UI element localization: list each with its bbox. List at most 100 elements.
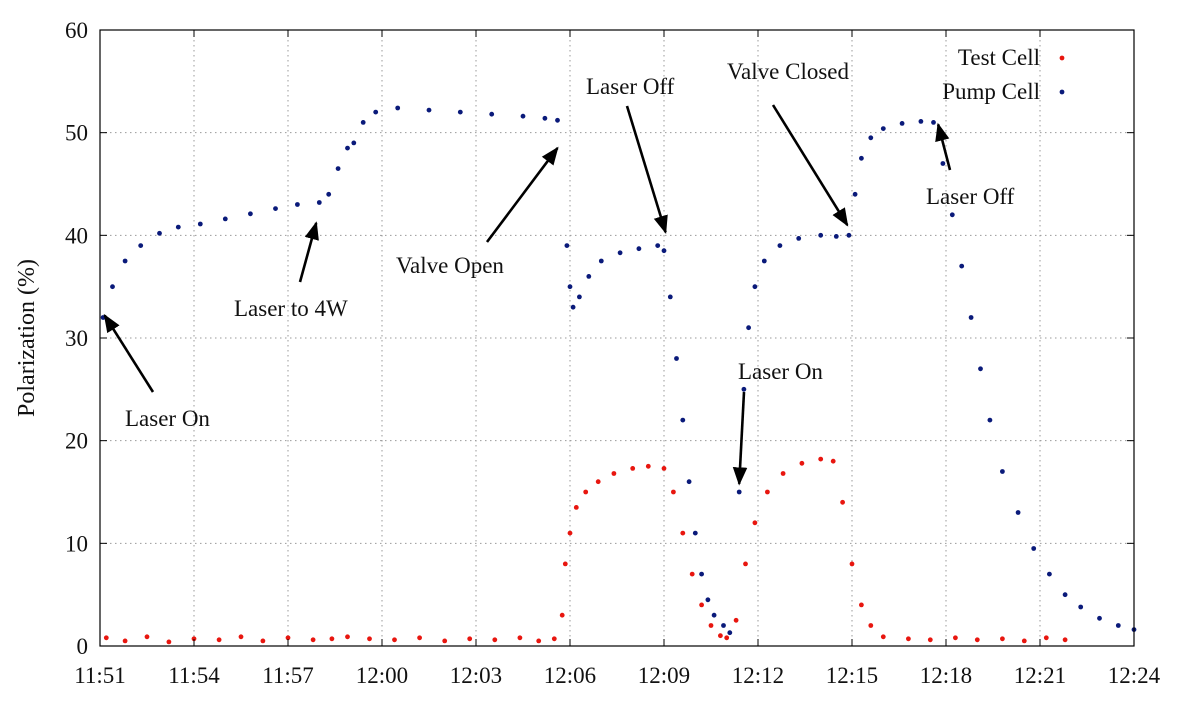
data-point: [655, 243, 661, 249]
data-point: [1078, 604, 1084, 610]
data-point: [880, 634, 886, 640]
data-point: [746, 325, 751, 331]
data-point: [175, 224, 181, 230]
data-point: [671, 489, 676, 495]
data-point: [661, 248, 667, 254]
y-tick-label: 10: [65, 531, 88, 556]
data-point: [611, 471, 617, 476]
data-point: [395, 105, 401, 111]
annotations: Laser On Laser to 4W Valve Open Laser Off La…: [103, 59, 1015, 486]
data-point: [489, 111, 495, 117]
x-tick-label: 12:03: [450, 663, 502, 688]
x-tick-label: 12:00: [356, 663, 408, 688]
data-point: [761, 258, 767, 264]
data-point: [818, 232, 824, 238]
data-point: [818, 456, 824, 462]
data-point: [316, 200, 322, 205]
data-point: [752, 520, 758, 526]
data-point: [689, 571, 695, 577]
annotation-label: Laser Off: [926, 184, 1015, 209]
data-point: [1015, 510, 1021, 515]
y-tick-label: 40: [65, 223, 88, 248]
data-point: [661, 466, 667, 471]
x-tick-label: 12:24: [1108, 663, 1161, 688]
data-point: [796, 236, 802, 241]
x-tick-label: 12:06: [544, 663, 596, 688]
data-point: [931, 120, 936, 125]
data-point: [345, 145, 350, 151]
data-point: [1043, 635, 1049, 641]
data-point: [1115, 623, 1121, 628]
data-point: [367, 636, 372, 642]
data-point: [392, 637, 397, 643]
data-point: [727, 630, 733, 636]
y-tick-label: 30: [65, 326, 88, 351]
data-point: [868, 135, 874, 141]
data-point: [373, 109, 379, 115]
series-test-cell: [103, 456, 1068, 645]
y-tick-label: 0: [77, 634, 89, 659]
data-point: [852, 191, 858, 197]
data-point: [686, 479, 692, 485]
data-point: [840, 499, 845, 505]
data-point: [285, 635, 291, 641]
data-point: [310, 637, 316, 643]
data-point: [335, 166, 341, 172]
annotation-label: Valve Open: [396, 253, 504, 278]
data-point: [567, 530, 573, 536]
data-point: [583, 489, 589, 495]
annotation-arrow: [298, 221, 319, 283]
data-point: [295, 202, 300, 207]
data-point: [467, 636, 473, 642]
x-tick-label: 12:15: [826, 663, 878, 688]
legend-marker-test-cell: [1059, 55, 1065, 61]
data-point: [899, 121, 905, 126]
data-point: [974, 637, 980, 643]
annotation-arrow: [485, 146, 559, 243]
data-point: [345, 634, 350, 640]
data-point: [442, 638, 448, 644]
data-point: [1031, 546, 1037, 551]
data-point: [110, 284, 115, 290]
data-point: [595, 479, 601, 485]
data-point: [940, 161, 946, 166]
data-point: [1000, 469, 1005, 474]
data-point: [780, 471, 786, 476]
data-point: [918, 119, 924, 124]
data-point: [849, 561, 855, 567]
annotation-label: Laser Off: [586, 74, 675, 99]
data-point: [833, 234, 839, 239]
data-point: [645, 463, 651, 469]
data-point: [718, 633, 723, 639]
data-point: [799, 460, 805, 466]
data-point: [1062, 592, 1068, 598]
data-point: [1000, 636, 1005, 642]
data-point: [733, 617, 739, 623]
data-point: [636, 246, 642, 252]
annotation-label: Laser On: [125, 406, 210, 431]
data-point: [166, 639, 172, 645]
data-point: [536, 638, 542, 644]
data-point: [741, 386, 747, 392]
data-point: [752, 284, 758, 290]
annotation-arrow: [625, 105, 668, 234]
data-point: [138, 243, 144, 249]
data-point: [426, 107, 432, 113]
data-point: [667, 294, 673, 300]
data-point: [326, 191, 332, 197]
data-point: [273, 206, 278, 212]
data-point: [260, 638, 266, 644]
data-point: [1097, 615, 1102, 621]
data-point: [953, 635, 958, 641]
data-point: [674, 356, 679, 361]
data-point: [765, 489, 770, 495]
data-point: [122, 258, 128, 264]
data-point: [699, 602, 704, 608]
legend-label-test-cell: Test Cell: [958, 45, 1040, 70]
y-tick-label: 50: [65, 121, 88, 146]
data-point: [777, 243, 783, 249]
annotation-arrow: [732, 391, 748, 486]
data-point: [564, 243, 570, 249]
annotation-label: Laser to 4W: [234, 296, 348, 321]
data-point: [191, 636, 197, 642]
